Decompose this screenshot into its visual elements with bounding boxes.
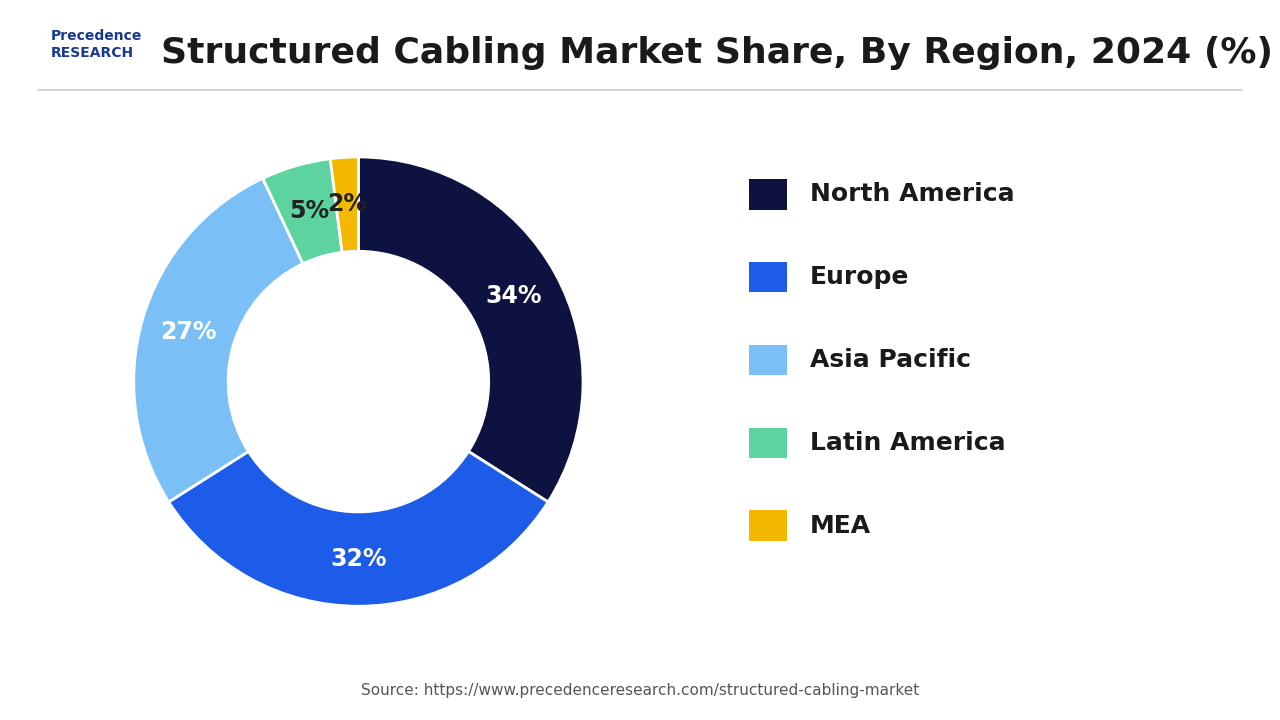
- Text: North America: North America: [810, 182, 1015, 207]
- Wedge shape: [330, 157, 358, 252]
- Text: 34%: 34%: [485, 284, 543, 308]
- Text: MEA: MEA: [810, 513, 872, 538]
- Wedge shape: [134, 179, 303, 502]
- Text: Latin America: Latin America: [810, 431, 1006, 455]
- Text: Asia Pacific: Asia Pacific: [810, 348, 972, 372]
- Text: 27%: 27%: [160, 320, 216, 344]
- Text: Source: https://www.precedenceresearch.com/structured-cabling-market: Source: https://www.precedenceresearch.c…: [361, 683, 919, 698]
- Text: Structured Cabling Market Share, By Region, 2024 (%): Structured Cabling Market Share, By Regi…: [161, 36, 1272, 70]
- Text: Precedence
RESEARCH: Precedence RESEARCH: [51, 29, 142, 60]
- Wedge shape: [358, 157, 582, 502]
- Text: Europe: Europe: [810, 265, 910, 289]
- Text: 2%: 2%: [328, 192, 367, 217]
- Wedge shape: [262, 158, 342, 264]
- Text: 5%: 5%: [289, 199, 329, 223]
- Text: 32%: 32%: [330, 547, 387, 571]
- Wedge shape: [169, 451, 548, 606]
